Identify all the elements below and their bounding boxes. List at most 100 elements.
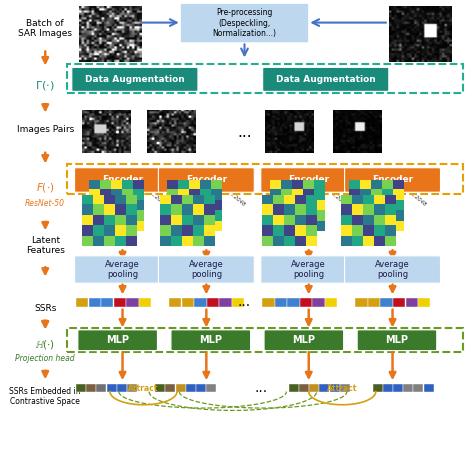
Text: MLP: MLP (385, 335, 409, 345)
Bar (169, 298, 182, 307)
Bar (117, 384, 127, 392)
Bar (403, 384, 413, 392)
Text: Average
pooling: Average pooling (292, 260, 326, 279)
Bar (67, 164, 463, 194)
Text: MLP: MLP (199, 335, 222, 345)
Bar (207, 298, 219, 307)
Text: ...: ... (238, 295, 251, 310)
Bar (330, 384, 340, 392)
Text: Projection head: Projection head (16, 354, 75, 363)
Text: $F(\cdot)$: $F(\cdot)$ (36, 181, 55, 194)
Bar (76, 384, 86, 392)
Text: SSRs Embedded in
Contrastive Space: SSRs Embedded in Contrastive Space (9, 387, 81, 406)
FancyBboxPatch shape (261, 256, 357, 283)
Bar (300, 298, 312, 307)
Text: $\mathbb{H}(\cdot)$: $\mathbb{H}(\cdot)$ (35, 338, 55, 351)
Bar (418, 298, 430, 307)
FancyBboxPatch shape (158, 168, 254, 192)
Bar (165, 384, 175, 392)
Text: MLP: MLP (106, 335, 129, 345)
Bar (97, 384, 107, 392)
Bar (356, 298, 368, 307)
Bar (424, 384, 434, 392)
FancyBboxPatch shape (74, 168, 171, 192)
Bar (325, 298, 337, 307)
Text: $\Gamma(\cdot)$: $\Gamma(\cdot)$ (36, 79, 55, 92)
Bar (126, 298, 138, 307)
Bar (196, 384, 206, 392)
Bar (114, 298, 126, 307)
Text: ...: ... (254, 381, 267, 395)
Bar (309, 384, 319, 392)
Text: Average
pooling: Average pooling (189, 260, 224, 279)
FancyBboxPatch shape (171, 330, 251, 351)
Bar (194, 298, 207, 307)
Bar (67, 328, 463, 353)
FancyBboxPatch shape (263, 67, 389, 91)
Bar (219, 298, 232, 307)
Text: Latent
Features: Latent Features (26, 236, 64, 255)
Bar (262, 298, 274, 307)
Bar (368, 298, 380, 307)
Bar (175, 384, 186, 392)
Bar (86, 384, 96, 392)
FancyBboxPatch shape (180, 3, 309, 43)
Bar (373, 384, 383, 392)
Bar (139, 298, 151, 307)
Text: Images Pairs: Images Pairs (17, 125, 74, 134)
Text: Pre-processing
(Despeckling,
Normalization...): Pre-processing (Despeckling, Normalizati… (212, 8, 276, 38)
Bar (289, 384, 299, 392)
Text: Data Augmentation: Data Augmentation (276, 75, 375, 84)
Bar (275, 298, 287, 307)
Bar (312, 298, 325, 307)
Bar (299, 384, 309, 392)
Text: MLP: MLP (292, 335, 315, 345)
Text: Encoder: Encoder (102, 175, 143, 184)
Bar (127, 384, 137, 392)
Bar (182, 298, 194, 307)
Text: Average
pooling: Average pooling (375, 260, 410, 279)
Bar (393, 384, 403, 392)
Text: Encoder: Encoder (288, 175, 329, 184)
Bar (101, 298, 113, 307)
Text: ...: ... (237, 125, 252, 140)
Text: Attract: Attract (327, 383, 357, 392)
Bar (107, 384, 117, 392)
FancyBboxPatch shape (72, 67, 198, 91)
Text: ...2048: ...2048 (150, 192, 168, 208)
Bar (155, 384, 165, 392)
FancyBboxPatch shape (74, 256, 171, 283)
Text: Average
pooling: Average pooling (105, 260, 140, 279)
Bar (232, 298, 244, 307)
Text: Data Augmentation: Data Augmentation (85, 75, 185, 84)
Bar (67, 64, 463, 93)
FancyBboxPatch shape (357, 330, 437, 351)
Text: Batch of
SAR Images: Batch of SAR Images (18, 19, 72, 38)
Text: ...2048: ...2048 (228, 192, 246, 208)
Bar (319, 384, 329, 392)
FancyBboxPatch shape (158, 256, 254, 283)
FancyBboxPatch shape (345, 256, 440, 283)
Bar (381, 298, 393, 307)
FancyBboxPatch shape (261, 168, 357, 192)
Bar (406, 298, 418, 307)
FancyBboxPatch shape (345, 168, 440, 192)
Text: SSRs: SSRs (34, 304, 56, 313)
Bar (383, 384, 393, 392)
Text: ...2048: ...2048 (410, 192, 428, 208)
Bar (186, 384, 196, 392)
Bar (340, 384, 350, 392)
Bar (76, 298, 88, 307)
Bar (413, 384, 423, 392)
Bar (393, 298, 405, 307)
Text: Attract: Attract (128, 383, 159, 392)
Bar (89, 298, 101, 307)
Text: ResNet-50: ResNet-50 (25, 199, 65, 208)
FancyBboxPatch shape (78, 330, 157, 351)
FancyBboxPatch shape (264, 330, 344, 351)
Bar (287, 298, 300, 307)
Bar (206, 384, 216, 392)
Text: Encoder: Encoder (186, 175, 227, 184)
Text: Encoder: Encoder (372, 175, 413, 184)
Text: ...2048: ...2048 (331, 192, 348, 208)
